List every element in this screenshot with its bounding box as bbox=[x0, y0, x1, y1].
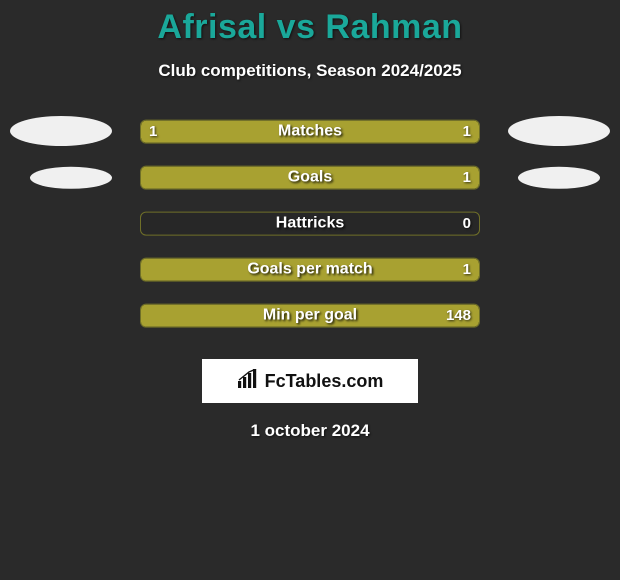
stat-value-left: 1 bbox=[149, 123, 157, 140]
stat-row: 1 1 Matches bbox=[0, 111, 620, 157]
stat-value-right: 148 bbox=[446, 307, 471, 324]
stat-label: Goals bbox=[288, 169, 332, 187]
stat-bar-track: 148 Min per goal bbox=[140, 304, 480, 328]
stat-row: 1 Goals bbox=[0, 157, 620, 203]
stat-value-right: 1 bbox=[463, 261, 471, 278]
date-line: 1 october 2024 bbox=[0, 421, 620, 441]
stat-bar-track: 0 Hattricks bbox=[140, 212, 480, 236]
stat-label: Hattricks bbox=[276, 215, 344, 233]
stat-bar-track: 1 Goals bbox=[140, 166, 480, 190]
player-left-ellipse bbox=[10, 116, 112, 146]
stat-value-right: 1 bbox=[463, 123, 471, 140]
stat-bar-track: 1 Goals per match bbox=[140, 258, 480, 282]
stats-rows-container: 1 1 Matches 1 Goals 0 Hattricks 1 Goals per matc… bbox=[0, 111, 620, 341]
brand-box: FcTables.com bbox=[202, 359, 418, 403]
player-left-ellipse bbox=[30, 167, 112, 189]
stat-row: 148 Min per goal bbox=[0, 295, 620, 341]
stat-label: Goals per match bbox=[247, 261, 372, 279]
stat-label: Min per goal bbox=[263, 307, 357, 325]
stat-row: 1 Goals per match bbox=[0, 249, 620, 295]
player-right-ellipse bbox=[508, 116, 610, 146]
stat-label: Matches bbox=[278, 123, 342, 141]
stat-value-right: 1 bbox=[463, 169, 471, 186]
subtitle: Club competitions, Season 2024/2025 bbox=[0, 61, 620, 81]
stat-value-right: 0 bbox=[463, 215, 471, 232]
page-title: Afrisal vs Rahman bbox=[0, 0, 620, 47]
player-right-ellipse bbox=[518, 167, 600, 189]
stat-row: 0 Hattricks bbox=[0, 203, 620, 249]
stat-bar-track: 1 1 Matches bbox=[140, 120, 480, 144]
brand-text: FcTables.com bbox=[265, 371, 384, 392]
brand-chart-icon bbox=[237, 369, 261, 394]
